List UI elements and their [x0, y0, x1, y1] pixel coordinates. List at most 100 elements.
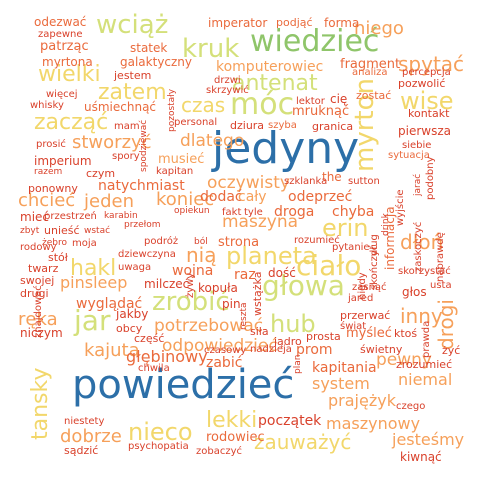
- word: maszyna: [222, 212, 299, 232]
- word: jądro: [274, 335, 302, 348]
- word: wyjście: [395, 189, 406, 226]
- word: twarz: [28, 262, 59, 275]
- word: karabin: [104, 211, 138, 221]
- word: podjąć: [276, 16, 313, 29]
- word: dobrze: [60, 426, 122, 447]
- word: kiwnąć: [400, 450, 442, 464]
- word: obcy: [116, 322, 143, 335]
- word: unieść: [44, 224, 80, 237]
- word: inny: [400, 304, 443, 328]
- word: jestem: [114, 69, 152, 82]
- word: jeden: [84, 191, 134, 212]
- word: statek: [130, 41, 168, 55]
- word: the: [322, 170, 342, 184]
- word: czas: [181, 93, 226, 117]
- word: granica: [312, 120, 354, 133]
- word: wojna: [172, 263, 214, 279]
- word: droga: [274, 204, 315, 220]
- word: personal: [174, 117, 218, 128]
- word: percepcja: [402, 67, 451, 78]
- word: potrzebować: [154, 316, 264, 336]
- word: jared: [348, 293, 374, 304]
- word: niczym: [20, 326, 63, 340]
- word: odeprzeć: [288, 189, 353, 205]
- word: wstążka: [251, 271, 264, 316]
- word: prosta: [306, 330, 341, 343]
- word: więcej: [46, 89, 78, 100]
- word: sytuacja: [388, 150, 430, 161]
- word: pewny: [376, 350, 432, 370]
- word: niemal: [398, 370, 453, 389]
- word: drugi: [20, 287, 49, 300]
- word: dość: [268, 266, 296, 280]
- word: żyć: [442, 344, 461, 357]
- word: erin: [322, 214, 369, 242]
- word: wciąż: [96, 10, 169, 40]
- word: odezwać: [34, 15, 87, 29]
- word: żebro: [42, 238, 67, 248]
- word: kajuta: [84, 340, 140, 361]
- word: nieco: [128, 418, 193, 446]
- word: sądzić: [64, 444, 99, 457]
- word: nigdy: [357, 272, 368, 300]
- word: kruk: [182, 34, 240, 64]
- word: dziura: [230, 119, 265, 132]
- word: stworzyć: [72, 132, 152, 153]
- word: moja: [72, 238, 97, 249]
- word: zatem: [98, 80, 167, 105]
- word: zasnąć: [352, 282, 387, 293]
- word: początek: [258, 413, 322, 429]
- word: dlatego: [180, 131, 245, 151]
- word: przestrzeń: [44, 211, 97, 222]
- word: ciało: [296, 249, 362, 282]
- word: prosić: [36, 139, 66, 150]
- word: opiekun: [174, 206, 210, 216]
- word: dodać: [200, 189, 243, 205]
- word: reszta: [239, 302, 249, 331]
- word: mruknąć: [292, 104, 350, 119]
- word: dziewczyna: [118, 249, 176, 260]
- word: prom: [296, 342, 333, 358]
- word: czego: [396, 401, 426, 412]
- word: chcieć: [18, 190, 76, 211]
- word: zapewne: [38, 29, 83, 40]
- word: znajdować: [33, 285, 44, 338]
- word: lekki: [206, 408, 258, 433]
- word: hub: [270, 310, 316, 338]
- word: milczeć: [144, 277, 190, 291]
- word: szklanka: [284, 176, 328, 187]
- word: wyglądać: [76, 296, 143, 312]
- word: niego: [354, 18, 404, 39]
- word: niestety: [64, 416, 105, 427]
- word: głos: [402, 285, 427, 299]
- word: głębinowy: [126, 347, 208, 366]
- word: żywy: [185, 272, 196, 298]
- word: nadzieja: [250, 344, 292, 355]
- word: pierwsza: [398, 124, 451, 138]
- word: ręka: [18, 309, 58, 330]
- word: analiza: [352, 67, 388, 78]
- word: skrzywić: [206, 85, 249, 96]
- word: drink: [381, 213, 391, 236]
- word: uwaga: [118, 262, 152, 273]
- word: pozwolić: [398, 77, 446, 90]
- word: sutton: [348, 176, 380, 187]
- word: oczywisty: [207, 173, 290, 193]
- word: antenat: [232, 71, 318, 96]
- word: ktoś: [394, 327, 418, 340]
- word: mam: [114, 121, 140, 132]
- word: dłoń: [400, 230, 444, 254]
- word: zrozumieć: [396, 358, 453, 371]
- word: wise: [400, 87, 454, 115]
- word: spory: [112, 151, 140, 162]
- word: myśleć: [346, 326, 392, 341]
- word: mieć: [20, 210, 50, 224]
- word: prawda: [421, 320, 432, 358]
- word: skorzystać: [398, 266, 451, 277]
- word: imperium: [34, 154, 92, 168]
- word: kapitania: [312, 360, 377, 376]
- word: forma: [324, 16, 360, 30]
- word: razem: [34, 167, 63, 177]
- word: imperator: [208, 16, 268, 30]
- word: jar: [74, 304, 111, 337]
